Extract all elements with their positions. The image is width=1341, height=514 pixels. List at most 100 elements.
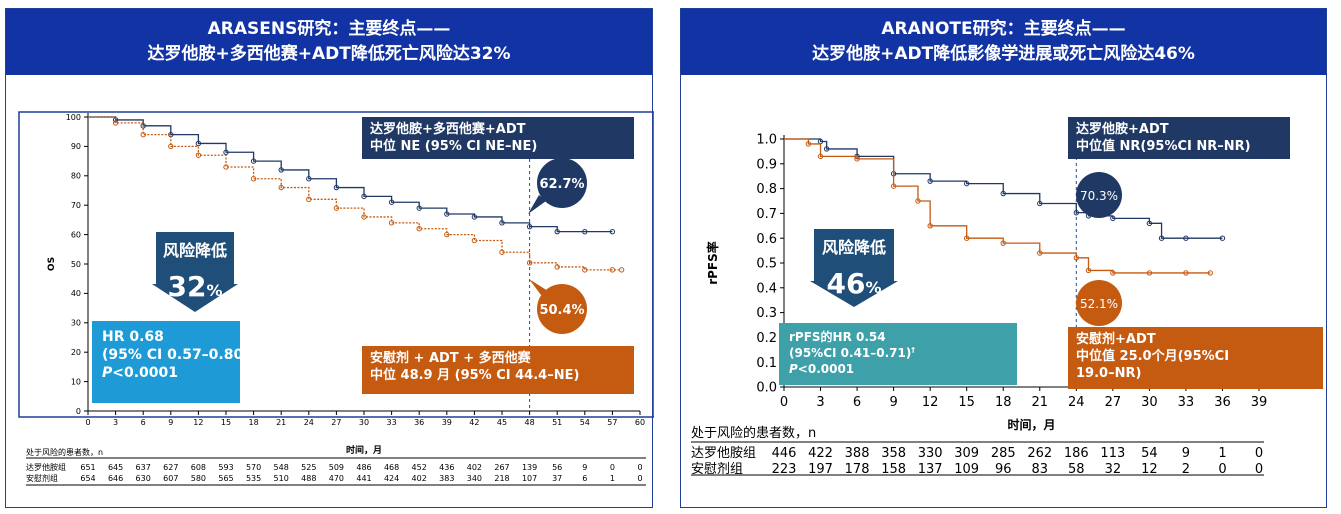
x-tick-label: 24 [1068, 395, 1085, 410]
censor-mark [361, 214, 367, 220]
censor-mark [195, 140, 202, 147]
censor-mark [471, 214, 478, 220]
censor-mark [278, 167, 284, 173]
risk-cell: 645 [108, 463, 123, 472]
censor-mark [306, 176, 312, 182]
hr-line-1: rPFS的HR 0.54 [789, 329, 886, 344]
x-tick-label: 33 [387, 418, 397, 427]
censor-mark [1000, 190, 1006, 197]
risk-cell: 197 [808, 462, 833, 477]
x-tick-label: 30 [359, 418, 369, 427]
censor-mark [1146, 220, 1153, 227]
censor-mark [609, 228, 616, 235]
x-tick-label: 27 [1105, 395, 1122, 410]
x-tick-label: 45 [497, 418, 507, 427]
y-tick-label: 30 [71, 319, 81, 328]
treatment-median-text-line: 达罗他胺+ADT [1076, 121, 1169, 137]
x-tick-label: 21 [1031, 395, 1048, 410]
hr-sup: † [911, 345, 915, 354]
hr-line-2: (95%CI 0.41–0.71)† [789, 345, 915, 360]
risk-value-unit: % [206, 281, 222, 300]
y-tick-label: 0.4 [756, 281, 777, 296]
x-tick-label: 3 [113, 418, 118, 427]
risk-reduction-value: 46% [827, 267, 882, 300]
x-tick-label: 15 [958, 395, 975, 410]
censor-mark [471, 237, 478, 244]
risk-reduction-label: 风险降低 [822, 238, 886, 257]
censor-mark [416, 205, 422, 211]
placebo-median-text-line: 安慰剂+ADT [1076, 331, 1156, 347]
y-tick-label: 0.8 [756, 182, 777, 197]
treatment-median-box [1068, 117, 1290, 159]
censor-mark [306, 196, 312, 203]
p-value: <0.0001 [112, 365, 178, 381]
bubble-pointer [529, 279, 548, 295]
risk-cell: 9 [1182, 446, 1190, 461]
aranote-chart: 0.00.10.20.30.40.50.60.70.80.91.00 3 6 9 12 1… [691, 117, 1323, 477]
y-axis-label: OS [47, 257, 57, 271]
censor-mark [854, 156, 860, 162]
risk-cell: 452 [412, 463, 427, 472]
x-tick-label: 51 [552, 418, 562, 427]
placebo-median-text-line: 中位 48.9 月 (95% CI 44.4–NE) [370, 367, 579, 383]
treatment-rate-label: 70.3% [1080, 189, 1118, 203]
x-tick-label: 39 [1251, 395, 1268, 410]
censor-mark [1183, 270, 1189, 276]
risk-cell: 422 [808, 446, 833, 461]
treatment-curve [88, 116, 613, 233]
title-line-2: 达罗他胺+多西他赛+ADT降低死亡风险达32% [147, 44, 511, 64]
risk-cell: 330 [918, 446, 943, 461]
risk-cell: 340 [467, 474, 482, 483]
risk-cell: 9 [582, 463, 587, 472]
risk-cell: 158 [881, 462, 906, 477]
x-tick-label: 27 [331, 418, 341, 427]
y-tick-label: 1.0 [756, 133, 777, 148]
x-tick-label: 36 [1214, 395, 1231, 410]
risk-cell: 137 [918, 462, 943, 477]
x-tick-label: 18 [249, 418, 259, 427]
censor-mark [388, 220, 395, 226]
risk-cell: 178 [845, 462, 870, 477]
censor-mark [499, 220, 505, 226]
treatment-rate-bubble [1076, 172, 1122, 218]
x-tick-label: 15 [221, 418, 231, 427]
title-line-1: ARASENS研究：主要终点—— [207, 19, 451, 39]
censor-mark [1146, 270, 1153, 276]
risk-cell: 509 [329, 463, 344, 472]
x-tick-label: 42 [469, 418, 479, 427]
censor-mark [1073, 255, 1080, 261]
x-tick-label: 0 [780, 395, 788, 410]
censor-mark [250, 158, 257, 164]
x-tick-label: 9 [168, 418, 173, 427]
risk-cell: 0 [1255, 462, 1263, 477]
censor-mark [817, 153, 824, 160]
risk-cell: 309 [954, 446, 979, 461]
risk-cell: 468 [384, 463, 399, 472]
risk-cell: 654 [80, 474, 95, 483]
treatment-median-text: 达罗他胺+多西他赛+ADT 中位 NE (95% CI NE–NE) [370, 121, 537, 154]
risk-cell: 0 [637, 463, 642, 472]
risk-cell: 0 [1255, 446, 1263, 461]
censor-mark [112, 120, 119, 126]
risk-cell: 109 [954, 462, 979, 477]
x-tick-label: 30 [1141, 395, 1158, 410]
x-tick-label: 36 [414, 418, 424, 427]
x-axis-label: 时间，月 [1007, 417, 1055, 432]
censor-mark [1158, 235, 1165, 241]
y-tick-label: 0.2 [756, 331, 777, 346]
x-tick-label: 60 [635, 418, 645, 427]
risk-cell: 223 [772, 462, 797, 477]
y-tick-label: 0.9 [756, 157, 777, 172]
placebo-rate-bubble [537, 284, 587, 334]
treatment-median-box [362, 117, 634, 159]
censor-mark [250, 176, 257, 182]
censor-mark [915, 198, 921, 204]
risk-value-unit: % [865, 278, 881, 297]
placebo-median-text-line: 安慰剂 + ADT + 多西他赛 [370, 350, 532, 366]
title-line-2: 达罗他胺+ADT降低影像学进展或死亡风险达46% [812, 44, 1195, 64]
hr-line-1: HR 0.68 [102, 329, 164, 345]
x-tick-label: 3 [816, 395, 824, 410]
risk-cell: 570 [246, 463, 261, 472]
censor-mark [195, 152, 202, 158]
